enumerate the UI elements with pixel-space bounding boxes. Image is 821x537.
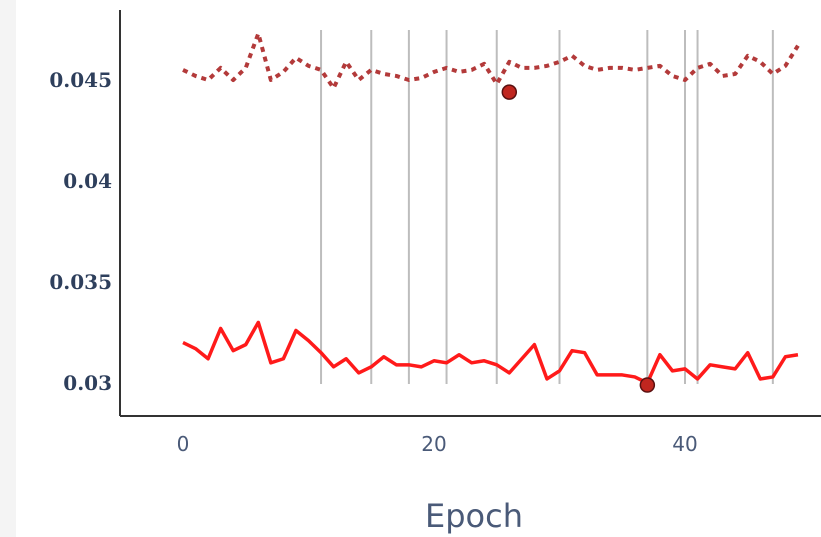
y-tick-label: 0.03 — [63, 371, 112, 395]
x-tick-labels: 0 20 40 — [177, 432, 698, 456]
line-chart: 0.03 0.035 0.04 0.045 0 20 40 Epoch — [49, 10, 821, 535]
y-tick-label: 0.035 — [49, 270, 112, 294]
x-tick-label: 40 — [672, 432, 697, 456]
best-point-marker — [501, 84, 518, 100]
axes — [119, 10, 821, 417]
y-tick-label: 0.04 — [63, 169, 112, 193]
x-tick-label: 20 — [421, 432, 446, 456]
y-tick-label: 0.045 — [49, 68, 112, 92]
solid-series-line — [182, 320, 799, 385]
series-layer — [182, 31, 800, 393]
best-point-marker — [639, 377, 656, 393]
vertical-marker-lines — [320, 30, 774, 384]
x-axis-label: Epoch — [425, 497, 523, 535]
x-tick-label: 0 — [177, 432, 190, 456]
y-tick-labels: 0.03 0.035 0.04 0.045 — [49, 68, 112, 395]
dotted-series-line — [182, 31, 800, 91]
chart-container: 0.03 0.035 0.04 0.045 0 20 40 Epoch — [16, 0, 821, 537]
